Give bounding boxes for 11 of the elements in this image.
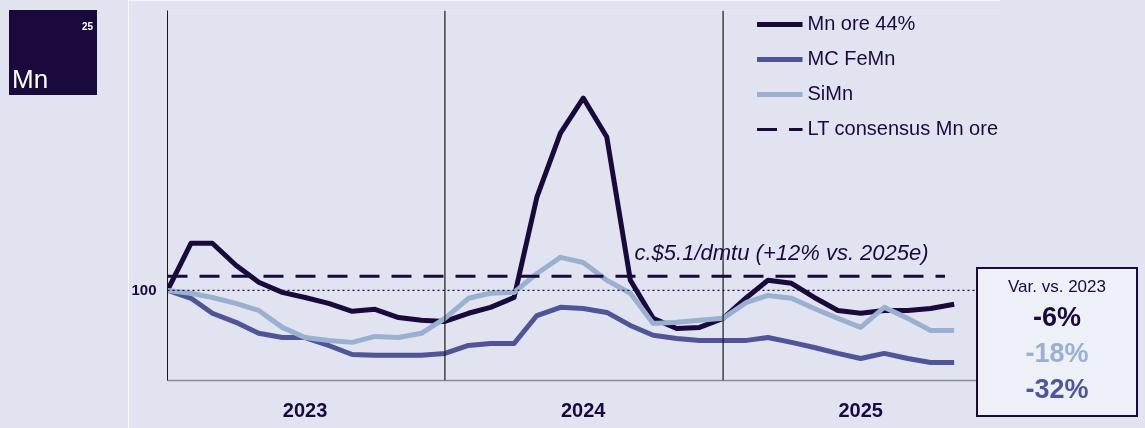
text: Mn: [12, 64, 49, 94]
x-tick-label: 2025: [838, 398, 883, 421]
legend-label: SiMn: [807, 82, 854, 105]
x-tick-label: 2023: [282, 398, 328, 421]
legend-label: LT consensus Mn ore: [807, 117, 998, 140]
legend-label: Mn ore 44%: [807, 12, 916, 35]
picture-variation-box: Var. vs. 2023 -6% -18% -32%: [976, 267, 1138, 417]
text: 100: [131, 281, 157, 299]
legend-label: MC FeMn: [807, 47, 896, 70]
text: 25: [80, 20, 93, 34]
x-tick-label: 2024: [560, 398, 607, 421]
